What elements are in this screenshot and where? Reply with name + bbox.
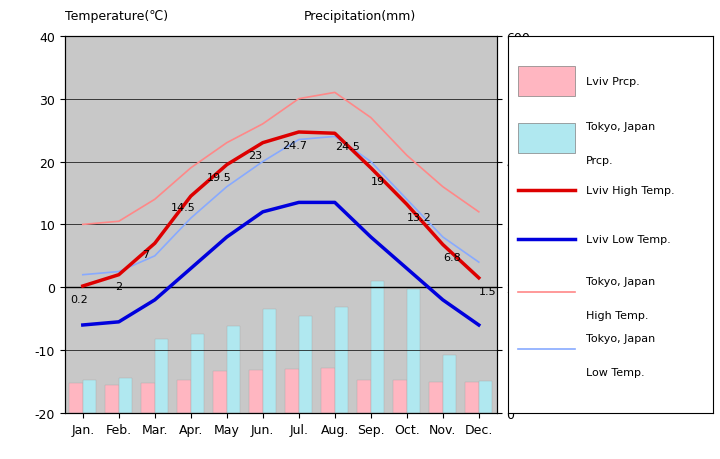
Bar [465,382,479,413]
Bar [357,380,371,413]
Bar [299,317,312,413]
Text: Tokyo, Japan: Tokyo, Japan [585,276,654,286]
Bar [321,369,335,413]
Bar [213,371,227,413]
Bar [227,326,240,413]
Text: 6.8: 6.8 [443,253,461,263]
Text: 23: 23 [248,151,263,161]
Bar [177,381,191,413]
Text: 24.7: 24.7 [282,140,307,151]
Bar [393,381,407,413]
Bar [263,309,276,413]
Text: 7: 7 [142,250,149,259]
Bar [105,385,119,413]
Bar [83,381,96,413]
Bar [335,308,348,413]
Text: Lviv Prcp.: Lviv Prcp. [585,77,639,87]
Text: 13.2: 13.2 [407,213,431,223]
Bar [371,281,384,413]
Text: 19.5: 19.5 [207,173,232,183]
Text: 1.5: 1.5 [479,286,496,296]
Text: High Temp.: High Temp. [585,310,648,320]
Text: Low Temp.: Low Temp. [585,367,644,377]
Y-axis label: Precipitation(mm): Precipitation(mm) [536,169,549,281]
Text: Precipitation(mm): Precipitation(mm) [304,10,416,23]
Text: Lviv High Temp.: Lviv High Temp. [585,186,674,196]
Text: 14.5: 14.5 [171,202,196,213]
Text: 0.2: 0.2 [71,294,88,304]
Bar [249,370,263,413]
Text: Prcp.: Prcp. [585,156,613,166]
Text: Lviv Low Temp.: Lviv Low Temp. [585,235,670,245]
Text: 2: 2 [115,281,122,291]
Text: Tokyo, Japan: Tokyo, Japan [585,333,654,343]
FancyBboxPatch shape [518,123,575,153]
Bar [69,384,83,413]
Bar [443,355,456,413]
Text: 24.5: 24.5 [335,142,360,151]
Text: Tokyo, Japan: Tokyo, Japan [585,122,654,132]
Text: 19: 19 [371,176,385,186]
Bar [429,382,443,413]
Bar [155,339,168,413]
Bar [119,378,132,413]
FancyBboxPatch shape [518,67,575,97]
Bar [479,381,492,413]
Bar [407,290,420,413]
Bar [191,335,204,413]
Bar [141,384,155,413]
Bar [285,369,299,413]
Text: Temperature(℃): Temperature(℃) [65,10,168,23]
